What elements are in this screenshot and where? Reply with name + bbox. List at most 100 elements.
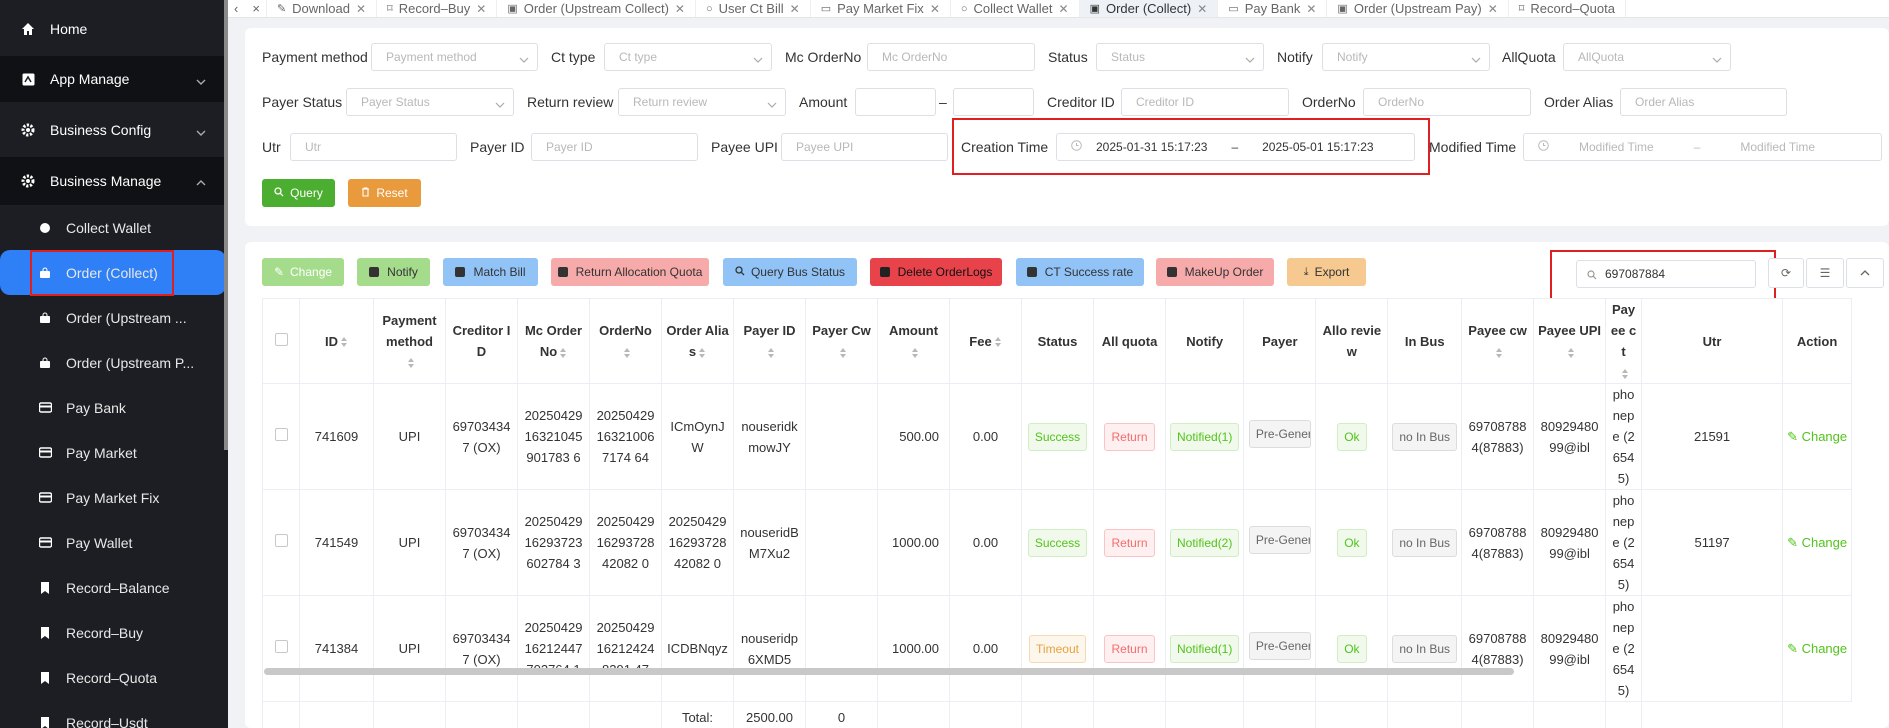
horizontal-scrollbar[interactable] <box>264 668 1514 675</box>
modified-time-range[interactable]: Modified Time – Modified Time <box>1523 133 1882 161</box>
close-icon[interactable]: × <box>252 1 260 16</box>
column-header-orderno[interactable]: OrderNo <box>589 298 662 384</box>
quota-tag[interactable]: Return <box>1104 422 1155 451</box>
tab-order-upstream-collect[interactable]: ▣ Order (Upstream Collect) ✕ <box>497 0 696 17</box>
tab-collect-wallet[interactable]: ○ Collect Wallet ✕ <box>951 0 1080 17</box>
column-header-order-alias[interactable]: Order Alias <box>661 298 734 384</box>
refresh-button[interactable]: ⟳ <box>1768 258 1804 288</box>
notify-button[interactable]: Notify <box>357 258 430 286</box>
creation-time-range[interactable]: 2025-01-31 15:17:23 – 2025-05-01 15:17:2… <box>1056 133 1415 161</box>
sidebar-subitem-pay-market-fix[interactable]: Pay Market Fix <box>0 475 224 520</box>
query-button[interactable]: Query <box>262 179 335 207</box>
column-header-payee-ct[interactable]: Payee ct <box>1605 298 1643 384</box>
status-select[interactable]: Status <box>1096 43 1264 71</box>
table-search-input[interactable]: 697087884 <box>1576 260 1756 288</box>
order-alias-input[interactable]: Order Alias <box>1620 88 1787 116</box>
tab-download[interactable]: ✎ Download ✕ <box>267 0 378 17</box>
creation-time-end[interactable]: 2025-05-01 15:17:23 <box>1262 140 1374 154</box>
change-link[interactable]: ✎ Change <box>1787 535 1847 550</box>
amount-max-input[interactable] <box>953 88 1034 116</box>
tab-user-ct-bill[interactable]: ○ User Ct Bill ✕ <box>696 0 811 17</box>
close-icon[interactable]: ✕ <box>355 1 367 16</box>
column-header-payer-id[interactable]: Payer ID <box>733 298 806 384</box>
payer-status-select[interactable]: Payer Status <box>346 88 514 116</box>
sort-icon[interactable] <box>767 347 775 358</box>
row-checkbox[interactable] <box>274 534 288 547</box>
payer-id-input[interactable]: Payer ID <box>531 133 698 161</box>
quota-tag[interactable]: Return <box>1104 528 1155 557</box>
payment-method-select[interactable]: Payment method <box>371 43 538 71</box>
collapse-button[interactable] <box>1846 258 1884 288</box>
ct-success-rate-button[interactable]: CT Success rate <box>1016 258 1144 286</box>
change-link[interactable]: ✎ Change <box>1787 429 1847 444</box>
table-row[interactable]: 741549 UPI 697034347 (OX) 20250429162937236… <box>262 489 1853 596</box>
export-button[interactable]: ⤓ Export <box>1287 258 1366 286</box>
sort-icon[interactable] <box>341 337 348 348</box>
change-link[interactable]: ✎ Change <box>1787 641 1847 656</box>
close-icon[interactable]: ✕ <box>789 1 800 16</box>
sidebar-subitem-record-balance[interactable]: Record–Balance <box>0 565 224 610</box>
return-review-select[interactable]: Return review <box>618 88 786 116</box>
utr-input[interactable]: Utr <box>290 133 457 161</box>
tab-pay-bank[interactable]: ▭ Pay Bank ✕ <box>1218 0 1328 17</box>
sort-icon[interactable] <box>1621 368 1629 379</box>
select-all-cell[interactable] <box>262 298 300 384</box>
match-bill-button[interactable]: Match Bill <box>443 258 538 286</box>
sidebar-item-business-config[interactable]: Business Config <box>0 107 224 153</box>
delete-orderlogs-button[interactable]: Delete OrderLogs <box>870 258 1002 286</box>
ct-type-select[interactable]: Ct type <box>604 43 772 71</box>
sidebar-subitem-pay-market[interactable]: Pay Market <box>0 430 224 475</box>
column-header-mc-orderno[interactable]: Mc OrderNo <box>517 298 590 384</box>
column-header-id[interactable]: ID <box>299 298 374 384</box>
column-header-fee[interactable]: Fee <box>949 298 1022 384</box>
sort-icon[interactable] <box>623 347 631 358</box>
sidebar-item-home[interactable]: Home <box>0 6 224 52</box>
makeup-order-button[interactable]: MakeUp Order <box>1156 258 1274 286</box>
sort-icon[interactable] <box>560 347 567 358</box>
table-row[interactable]: 741609 UPI 697034347 (OX) 20250429163210459… <box>262 383 1853 490</box>
close-icon[interactable]: ✕ <box>476 1 487 16</box>
sidebar-scrollbar[interactable] <box>224 0 228 450</box>
change-button[interactable]: ✎ Change <box>262 258 344 286</box>
sidebar-subitem-order-upstream-collect[interactable]: Order (Upstream ... <box>0 295 224 340</box>
tab-order-collect[interactable]: ▣ Order (Collect) ✕ <box>1079 0 1219 17</box>
modified-time-end[interactable]: Modified Time <box>1740 140 1816 154</box>
creditor-id-input[interactable]: Creditor ID <box>1121 88 1289 116</box>
creation-time-start[interactable]: 2025-01-31 15:17:23 <box>1096 140 1208 154</box>
sidebar-item-business-manage[interactable]: Business Manage <box>0 157 224 205</box>
select-all-checkbox[interactable] <box>274 332 288 346</box>
sort-icon[interactable] <box>839 347 847 358</box>
sort-icon[interactable] <box>911 347 919 358</box>
query-bus-status-button[interactable]: Query Bus Status <box>723 258 857 286</box>
sort-icon[interactable] <box>1495 347 1503 358</box>
sidebar-item-app-manage[interactable]: App Manage <box>0 56 224 102</box>
close-icon[interactable]: ✕ <box>1197 1 1208 16</box>
quota-tag[interactable]: Return <box>1104 634 1155 663</box>
column-header-payee-cw[interactable]: Payee cw <box>1461 298 1535 384</box>
column-header-payee-upi[interactable]: Payee UPI <box>1533 298 1607 384</box>
tab-order-upstream-pay[interactable]: ▣ Order (Upstream Pay) ✕ <box>1327 0 1509 17</box>
allquota-select[interactable]: AllQuota <box>1563 43 1731 71</box>
tab-record-quota[interactable]: ⌑ Record–Quota <box>1509 0 1626 17</box>
notify-select[interactable]: Notify <box>1322 43 1490 71</box>
sidebar-subitem-pay-bank[interactable]: Pay Bank <box>0 385 224 430</box>
sidebar-subitem-collect-wallet[interactable]: Collect Wallet <box>0 205 224 250</box>
sort-icon[interactable] <box>994 337 1002 348</box>
orderno-input[interactable]: OrderNo <box>1363 88 1531 116</box>
close-icon[interactable]: ✕ <box>1487 1 1498 16</box>
row-checkbox[interactable] <box>274 428 288 441</box>
amount-min-input[interactable] <box>855 88 936 116</box>
close-icon[interactable]: ✕ <box>1058 1 1069 16</box>
sidebar-subitem-order-upstream-pay[interactable]: Order (Upstream P... <box>0 340 224 385</box>
column-header-payment-method[interactable]: Payment method <box>373 298 446 384</box>
column-header-payer-cw[interactable]: Payer Cw <box>805 298 878 384</box>
sort-icon[interactable] <box>407 358 415 369</box>
sidebar-subitem-record-usdt[interactable]: Record–Usdt <box>0 700 224 728</box>
reset-button[interactable]: Reset <box>348 179 421 207</box>
column-header-amount[interactable]: Amount <box>877 298 950 384</box>
tab-scroll-left[interactable]: ‹ × <box>228 0 267 17</box>
tab-pay-market-fix[interactable]: ▭ Pay Market Fix ✕ <box>811 0 951 17</box>
sidebar-subitem-record-buy[interactable]: Record–Buy <box>0 610 224 655</box>
sidebar-subitem-order-collect[interactable]: Order (Collect) <box>0 250 226 295</box>
mc-orderno-input[interactable]: Mc OrderNo <box>867 43 1035 71</box>
